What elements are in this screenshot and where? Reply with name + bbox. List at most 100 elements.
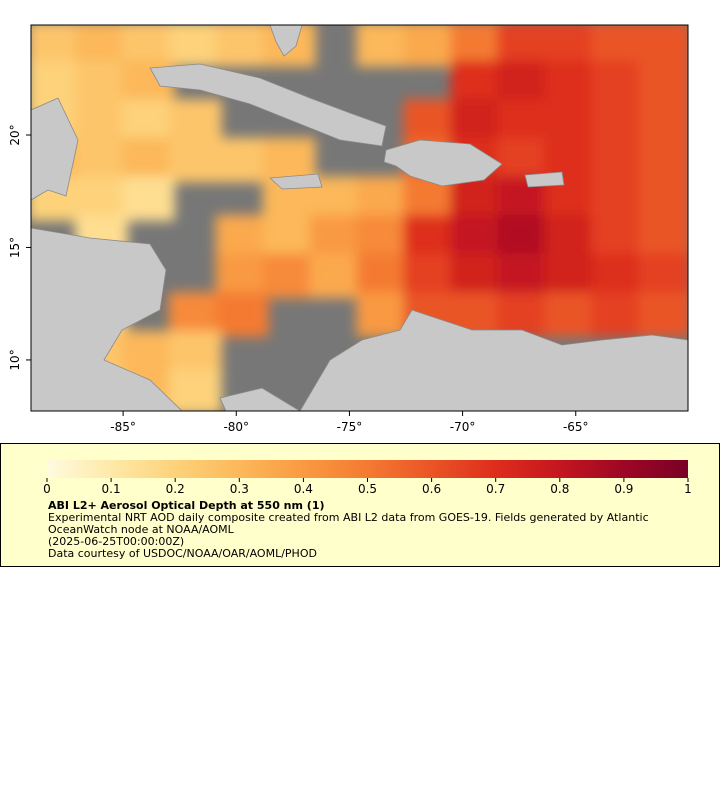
- x-tick-label: -70°: [450, 420, 476, 434]
- land-cuba: [149, 63, 387, 147]
- aod-cell: [497, 215, 551, 260]
- legend-time: (2025-06-25T00:00:00Z): [48, 535, 185, 548]
- aod-cell: [215, 292, 269, 337]
- colorbar-tick-label: 1: [684, 482, 692, 496]
- aod-cell: [450, 60, 504, 106]
- x-tick-label: -75°: [337, 420, 363, 434]
- aod-cell: [121, 25, 175, 67]
- colorbar-ticks: 0 0.1 0.2 0.3 0.4 0.5 0.6 0.7 0.8 0.9 1: [43, 478, 692, 496]
- colorbar-tick-label: 0.9: [614, 482, 633, 496]
- aod-cell: [74, 25, 128, 67]
- aod-cell: [403, 253, 457, 299]
- aod-cell: [497, 25, 551, 67]
- aod-cell: [168, 369, 222, 411]
- aod-cell: [638, 292, 688, 337]
- aod-cell: [356, 215, 410, 260]
- aod-cell: [309, 253, 363, 299]
- aod-cell: [638, 215, 688, 260]
- aod-cell: [450, 25, 504, 67]
- aod-cell: [31, 60, 81, 106]
- aod-cell: [544, 60, 598, 106]
- land-yucatan: [31, 97, 79, 201]
- legend-description: Experimental NRT AOD daily composite cre…: [48, 511, 649, 536]
- y-tick-label: 20°: [8, 124, 22, 145]
- colorbar-tick-label: 0.8: [550, 482, 569, 496]
- aod-cell: [356, 253, 410, 299]
- aod-cell: [591, 253, 645, 299]
- land-central-america: [31, 227, 183, 411]
- aod-cell: [403, 99, 457, 144]
- legend-credit: Data courtesy of USDOC/NOAA/OAR/AOML/PHO…: [48, 547, 317, 560]
- y-tick-label: 10°: [8, 349, 22, 370]
- aod-cell: [168, 292, 222, 337]
- aod-cell: [638, 176, 688, 221]
- aod-cell: [215, 25, 269, 67]
- aod-cell: [497, 99, 551, 144]
- aod-cell: [168, 25, 222, 67]
- aod-cell: [215, 137, 269, 183]
- aod-cell: [591, 60, 645, 106]
- land-hispaniola: [383, 139, 503, 187]
- aod-cell: [215, 215, 269, 260]
- colorbar-tick-label: 0: [43, 482, 51, 496]
- aod-cell: [403, 215, 457, 260]
- aod-cell: [544, 292, 598, 337]
- y-tick-label: 15°: [8, 237, 22, 258]
- axes: -85° -80° -75° -70° -65° 10° 15° 20°: [8, 124, 589, 434]
- x-tick-label: -85°: [110, 420, 136, 434]
- colorbar-tick-label: 0.6: [422, 482, 441, 496]
- aod-cell: [356, 176, 410, 221]
- aod-cell: [591, 215, 645, 260]
- aod-cell: [121, 137, 175, 183]
- land: [31, 25, 688, 411]
- aod-cell: [544, 25, 598, 67]
- colorbar-tick-label: 0.1: [102, 482, 121, 496]
- land-jamaica: [269, 173, 323, 190]
- legend-text: ABI L2+ Aerosol Optical Depth at 550 nm …: [48, 500, 698, 560]
- x-tick-label: -80°: [223, 420, 249, 434]
- aod-cell: [74, 99, 128, 144]
- aod-cell: [638, 60, 688, 106]
- aod-cell: [544, 253, 598, 299]
- aod-cell: [497, 253, 551, 299]
- aod-cell: [74, 60, 128, 106]
- land-florida: [269, 25, 303, 57]
- land-panama: [219, 387, 301, 411]
- aod-cell: [497, 60, 551, 106]
- aod-cell: [74, 176, 128, 221]
- aod-cell: [450, 99, 504, 144]
- aod-cell: [591, 25, 645, 67]
- aod-cell: [309, 215, 363, 260]
- aod-cell: [74, 137, 128, 183]
- aod-cell: [168, 330, 222, 376]
- aod-cell: [121, 330, 175, 376]
- x-tick-label: -65°: [563, 420, 589, 434]
- map-frame: [30, 24, 689, 412]
- aod-cell: [638, 99, 688, 144]
- aod-cell: [450, 253, 504, 299]
- aod-cell: [591, 176, 645, 221]
- aod-cell: [403, 25, 457, 67]
- land-south-america: [299, 309, 688, 411]
- aod-cell: [638, 137, 688, 183]
- aod-cell: [168, 137, 222, 183]
- colorbar: [47, 460, 688, 478]
- aod-cell: [591, 137, 645, 183]
- colorbar-tick-label: 0.3: [230, 482, 249, 496]
- aod-cell: [121, 176, 175, 221]
- aod-cell: [262, 253, 316, 299]
- aod-cell: [544, 99, 598, 144]
- aod-cell: [262, 215, 316, 260]
- colorbar-tick-label: 0.4: [294, 482, 313, 496]
- legend-title: ABI L2+ Aerosol Optical Depth at 550 nm …: [48, 499, 325, 512]
- aod-cell: [591, 99, 645, 144]
- aod-cell: [497, 292, 551, 337]
- aod-cell: [591, 292, 645, 337]
- land-puerto-rico: [524, 171, 565, 188]
- aod-cell: [544, 215, 598, 260]
- colorbar-tick-label: 0.7: [486, 482, 505, 496]
- aod-cell: [121, 99, 175, 144]
- aod-cell: [31, 25, 81, 67]
